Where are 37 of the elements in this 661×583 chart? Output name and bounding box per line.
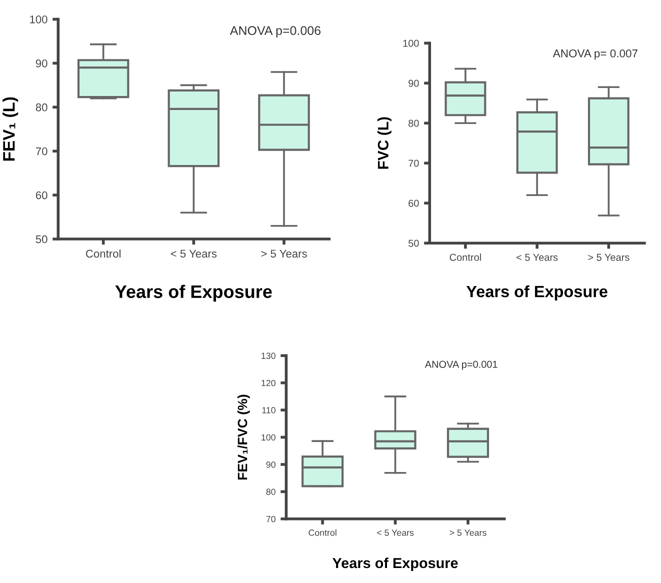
- y-tick-label: 110: [262, 407, 276, 414]
- x-axis-title: Years of Exposure: [115, 284, 272, 302]
- y-tick-label: 100: [403, 40, 419, 47]
- y-tick-label: 80: [266, 488, 276, 495]
- annotation: ANOVA p=0.001: [424, 360, 498, 370]
- y-tick-label: 80: [408, 120, 419, 127]
- x-tick-label: Control: [450, 254, 481, 261]
- x-tick-label: < 5 Years: [377, 530, 414, 536]
- y-tick-label: 120: [262, 380, 276, 386]
- y-axis-title: FVC (L): [377, 117, 392, 169]
- x-tick-label: < 5 Years: [170, 250, 217, 258]
- y-tick-label: 50: [408, 240, 419, 247]
- y-tick-label: 70: [36, 147, 48, 156]
- y-tick-label: 80: [36, 103, 48, 112]
- x-tick-label: > 5 Years: [588, 254, 630, 261]
- y-tick-label: 90: [266, 461, 276, 468]
- y-tick-label: 70: [266, 516, 276, 522]
- y-tick-label: 90: [408, 80, 419, 87]
- annotation: ANOVA p= 0.007: [552, 49, 638, 60]
- y-tick-label: 60: [408, 200, 419, 207]
- y-tick-label: 60: [36, 191, 48, 200]
- x-tick-label: > 5 Years: [450, 530, 486, 536]
- x-tick-label: Control: [308, 529, 336, 536]
- x-tick-label: > 5 Years: [261, 250, 307, 258]
- y-tick-label: 130: [262, 352, 276, 359]
- y-tick-label: 100: [30, 16, 48, 24]
- annotation: ANOVA p=0.006: [230, 26, 320, 38]
- y-tick-label: 100: [262, 434, 276, 441]
- x-axis-title: Years of Exposure: [466, 285, 608, 300]
- x-tick-label: Control: [86, 249, 121, 258]
- x-axis-title: Years of Exposure: [332, 558, 458, 572]
- y-axis-title: FEV₁ (L): [2, 97, 18, 161]
- x-tick-label: < 5 Years: [516, 254, 558, 261]
- y-tick-label: 90: [36, 59, 48, 68]
- y-tick-label: 50: [36, 235, 48, 244]
- y-tick-label: 70: [408, 160, 419, 167]
- y-axis-title: FEV₁/FVC (%): [237, 394, 250, 480]
